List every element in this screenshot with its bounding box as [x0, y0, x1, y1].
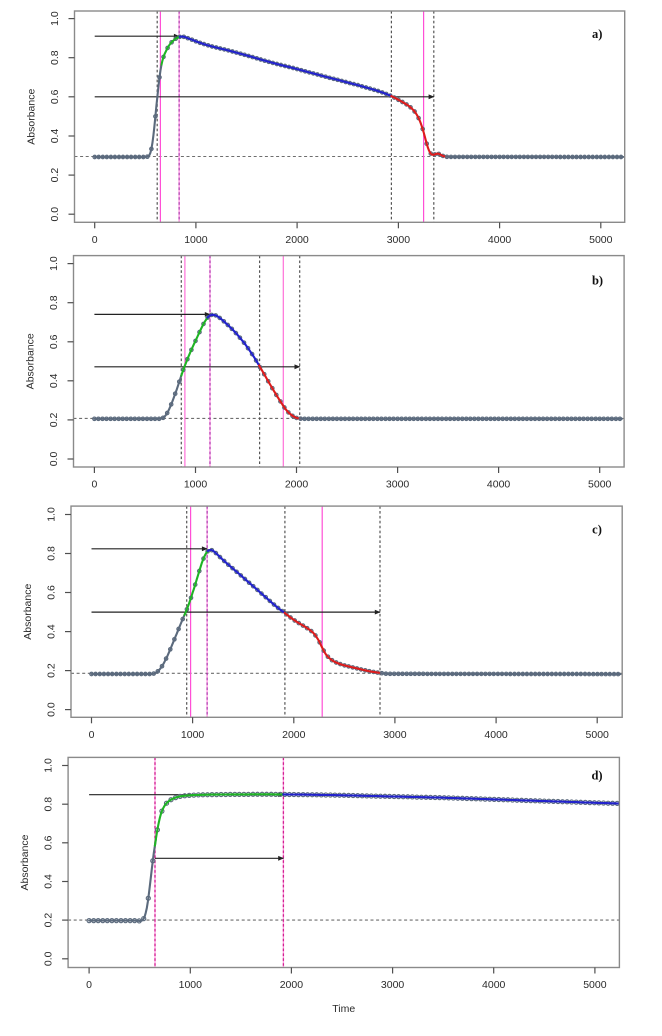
- svg-text:0: 0: [92, 234, 98, 246]
- svg-text:0.0: 0.0: [46, 702, 58, 717]
- svg-text:a): a): [592, 27, 602, 41]
- svg-text:1000: 1000: [184, 479, 208, 491]
- svg-text:1.0: 1.0: [49, 11, 61, 26]
- svg-text:0.2: 0.2: [46, 663, 58, 678]
- svg-text:0.2: 0.2: [43, 913, 55, 928]
- svg-text:0: 0: [86, 979, 92, 991]
- svg-text:5000: 5000: [586, 729, 610, 741]
- svg-text:1000: 1000: [179, 979, 203, 991]
- svg-text:b): b): [592, 274, 603, 288]
- svg-text:0.4: 0.4: [48, 373, 60, 388]
- svg-text:4000: 4000: [482, 979, 506, 991]
- svg-text:2000: 2000: [280, 979, 304, 991]
- svg-text:0.4: 0.4: [46, 624, 58, 639]
- svg-text:Time: Time: [332, 1003, 355, 1015]
- svg-text:1.0: 1.0: [43, 758, 55, 773]
- svg-text:0: 0: [89, 729, 95, 741]
- svg-text:3000: 3000: [381, 979, 405, 991]
- svg-text:0.0: 0.0: [48, 452, 60, 467]
- svg-text:0.0: 0.0: [43, 951, 55, 966]
- svg-text:0.2: 0.2: [49, 168, 61, 183]
- svg-text:0: 0: [91, 479, 97, 491]
- svg-text:5000: 5000: [589, 234, 613, 246]
- svg-text:5000: 5000: [588, 479, 612, 491]
- svg-text:Absorbance: Absorbance: [26, 89, 38, 145]
- svg-text:0.4: 0.4: [43, 874, 55, 889]
- svg-text:4000: 4000: [488, 234, 512, 246]
- svg-text:0.0: 0.0: [49, 207, 61, 222]
- svg-text:0.2: 0.2: [48, 412, 60, 427]
- svg-text:0.4: 0.4: [49, 129, 61, 144]
- svg-text:5000: 5000: [583, 979, 607, 991]
- svg-text:0.6: 0.6: [46, 585, 58, 600]
- svg-text:Absorbance: Absorbance: [25, 333, 37, 389]
- svg-text:0.8: 0.8: [49, 50, 61, 65]
- svg-text:2000: 2000: [282, 729, 306, 741]
- svg-text:0.8: 0.8: [46, 546, 58, 561]
- svg-text:c): c): [592, 523, 602, 537]
- svg-text:0.8: 0.8: [43, 797, 55, 812]
- svg-text:2000: 2000: [285, 479, 309, 491]
- svg-text:Absorbance: Absorbance: [22, 584, 34, 640]
- svg-text:0.6: 0.6: [49, 89, 61, 104]
- svg-text:4000: 4000: [484, 729, 508, 741]
- svg-text:1000: 1000: [181, 729, 205, 741]
- svg-text:4000: 4000: [487, 479, 511, 491]
- svg-text:1.0: 1.0: [48, 256, 60, 271]
- svg-text:1000: 1000: [184, 234, 208, 246]
- svg-text:3000: 3000: [383, 729, 407, 741]
- svg-text:0.6: 0.6: [48, 334, 60, 349]
- svg-text:2000: 2000: [285, 234, 309, 246]
- svg-text:0.8: 0.8: [48, 295, 60, 310]
- svg-text:0.6: 0.6: [43, 835, 55, 850]
- svg-text:3000: 3000: [386, 479, 410, 491]
- svg-text:1.0: 1.0: [46, 507, 58, 522]
- svg-text:d): d): [591, 768, 602, 782]
- svg-text:3000: 3000: [387, 234, 411, 246]
- svg-text:Absorbance: Absorbance: [19, 834, 31, 890]
